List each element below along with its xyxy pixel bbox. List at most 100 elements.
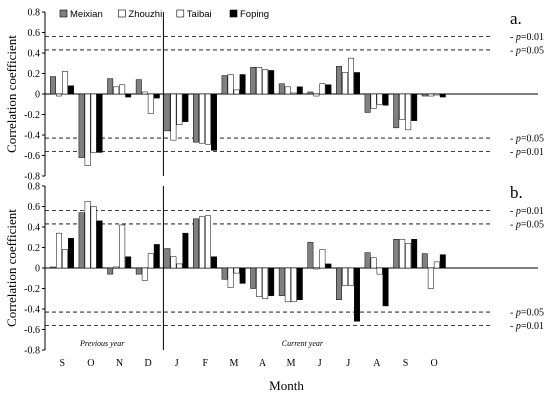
- panels-layer: -0.8 -0.6 -0.4 -0.2 0 0.2 0.4 0.6 0.8 - p=0.01 - p…: [4, 8, 544, 357]
- x-tick-label: S: [403, 358, 409, 369]
- bar-foping-11: [354, 72, 360, 95]
- bar-foping-9: [296, 86, 303, 95]
- bar-foping-3: [125, 256, 132, 269]
- bar-taibai-13: [405, 243, 412, 269]
- bar-foping-12: [382, 267, 389, 307]
- bar-foping-8: [268, 70, 275, 95]
- significance-label: - p=0.01: [510, 321, 544, 332]
- bar-meixian-13: [393, 239, 400, 269]
- bar-meixian-2: [78, 93, 85, 158]
- bar-foping-5: [182, 232, 189, 269]
- shared-axis-layer: Previous year Current year S O N D J F M A M J J A S O M…: [60, 339, 438, 393]
- bar-zhouzhi-5: [170, 256, 177, 269]
- x-tick-label: S: [60, 358, 66, 369]
- bar-zhouzhi-1: [56, 93, 62, 97]
- legend-swatch: [176, 9, 185, 18]
- bar-meixian-14: [421, 253, 428, 269]
- bar-meixian-4: [135, 267, 142, 275]
- legend: Meixian Zhouzhi Taibai Foping: [59, 9, 269, 20]
- legend-swatch: [59, 9, 68, 18]
- bar-meixian-4: [135, 79, 142, 95]
- y-tick-label: 0.2: [28, 69, 41, 80]
- bar-taibai-12: [376, 93, 383, 105]
- bar-meixian-11: [336, 66, 342, 95]
- x-tick-label: J: [175, 358, 179, 369]
- x-tick-label: O: [87, 358, 94, 369]
- bar-taibai-4: [147, 253, 154, 269]
- bar-taibai-3: [119, 224, 126, 269]
- bar-taibai-9: [290, 267, 297, 303]
- period-label-previous: Previous year: [79, 339, 125, 348]
- bar-foping-11: [354, 267, 360, 322]
- bar-foping-4: [153, 93, 160, 99]
- bar-meixian-1: [50, 76, 56, 95]
- bar-meixian-6: [193, 218, 199, 269]
- bar-meixian-8: [250, 67, 257, 95]
- bar-taibai-5: [176, 93, 183, 125]
- bar-meixian-8: [250, 267, 257, 289]
- bar-meixian-7: [221, 75, 228, 95]
- x-tick-label: M: [229, 358, 238, 369]
- bar-foping-10: [325, 84, 332, 95]
- x-tick-label: O: [430, 358, 437, 369]
- bar-zhouzhi-12: [370, 257, 377, 269]
- bar-foping-9: [296, 267, 303, 301]
- bar-taibai-2: [90, 93, 97, 153]
- y-tick-label: 0.4: [28, 223, 41, 234]
- bar-meixian-10: [307, 91, 314, 95]
- y-axis-label: Correlation coefficient: [4, 209, 19, 327]
- bar-meixian-5: [164, 93, 171, 132]
- bar-zhouzhi-8: [256, 67, 263, 95]
- bar-taibai-7: [233, 89, 240, 95]
- significance-label: - p=0.01: [510, 32, 544, 43]
- y-tick-label: 0.6: [28, 202, 41, 213]
- bar-foping-7: [239, 267, 246, 284]
- x-tick-label: M: [287, 358, 296, 369]
- panel-label: b.: [510, 183, 523, 202]
- bar-taibai-2: [90, 206, 97, 269]
- bar-zhouzhi-5: [170, 93, 177, 141]
- legend-entry: Zhouzhi: [128, 9, 162, 20]
- y-tick-label: -0.6: [24, 151, 40, 162]
- bar-meixian-9: [278, 267, 285, 296]
- bar-taibai-5: [176, 263, 183, 269]
- bar-foping-5: [182, 93, 189, 122]
- bar-taibai-8: [262, 69, 269, 95]
- bar-meixian-12: [364, 252, 371, 269]
- bar-foping-2: [96, 220, 103, 269]
- y-tick-label: 0.8: [28, 8, 41, 19]
- bar-zhouzhi-4: [141, 91, 148, 95]
- bar-zhouzhi-13: [399, 239, 406, 269]
- bar-zhouzhi-12: [370, 93, 377, 109]
- bar-meixian-14: [421, 93, 428, 97]
- y-tick-label: 0.2: [28, 243, 41, 254]
- bar-taibai-1: [62, 71, 68, 95]
- bar-zhouzhi-3: [113, 266, 120, 269]
- bar-foping-4: [153, 244, 160, 269]
- bar-zhouzhi-13: [399, 93, 406, 120]
- bar-taibai-9: [290, 92, 297, 95]
- bar-foping-10: [325, 263, 332, 269]
- bar-zhouzhi-4: [141, 267, 148, 281]
- x-tick-label: A: [373, 358, 381, 369]
- bar-meixian-2: [78, 212, 85, 269]
- legend-entry: Meixian: [70, 9, 103, 20]
- x-tick-label: N: [116, 358, 123, 369]
- bar-taibai-1: [62, 249, 68, 269]
- bar-foping-1: [68, 85, 74, 95]
- period-label-current: Current year: [282, 339, 324, 348]
- bar-zhouzhi-11: [342, 267, 348, 286]
- bar-meixian-1: [50, 266, 56, 269]
- bar-zhouzhi-6: [199, 216, 205, 269]
- y-tick-label: -0.8: [24, 172, 40, 183]
- significance-label: - p=0.05: [510, 134, 544, 145]
- bar-taibai-10: [319, 249, 326, 269]
- x-tick-label: J: [318, 358, 322, 369]
- bar-zhouzhi-7: [227, 74, 234, 95]
- bar-zhouzhi-1: [56, 232, 62, 269]
- bar-foping-6: [211, 256, 217, 269]
- legend-entry: Taibai: [187, 9, 212, 20]
- y-tick-label: -0.4: [24, 305, 40, 316]
- bar-taibai-8: [262, 267, 269, 299]
